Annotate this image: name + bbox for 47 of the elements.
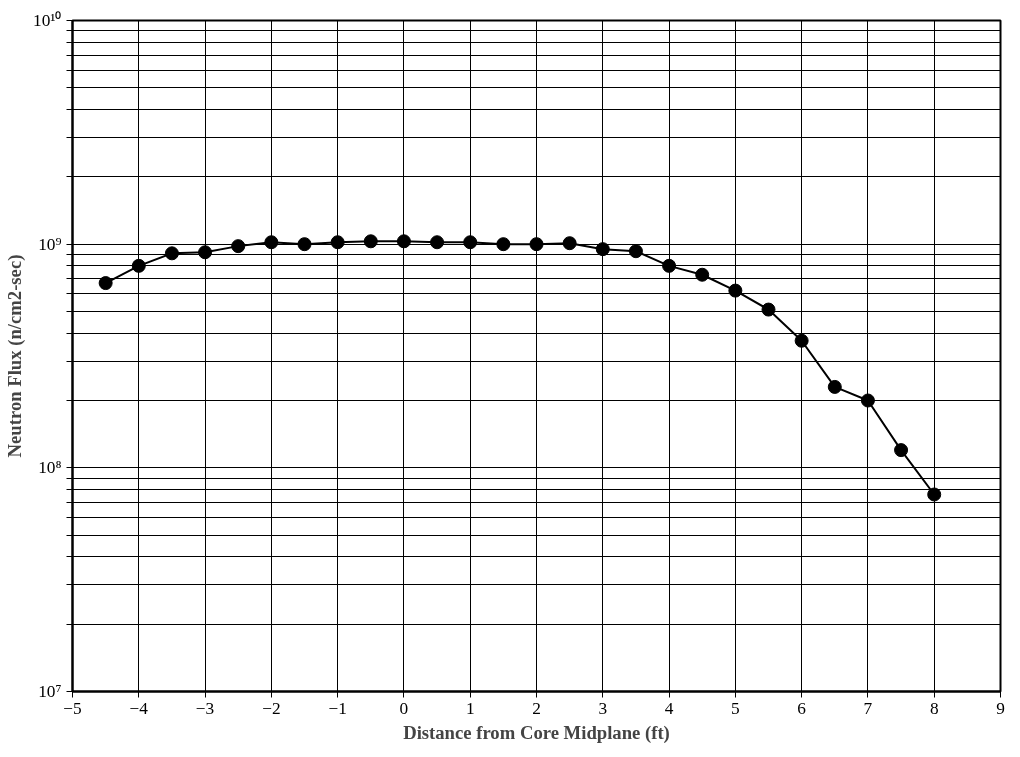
point bbox=[894, 443, 909, 458]
y-tick-label: 10⁹ bbox=[38, 234, 62, 254]
point bbox=[728, 283, 743, 298]
point bbox=[860, 393, 875, 408]
point bbox=[264, 235, 279, 250]
point bbox=[628, 244, 643, 259]
point bbox=[297, 237, 312, 252]
point bbox=[595, 242, 610, 257]
y-tick-label: 10⁷ bbox=[38, 682, 62, 701]
x-axis-title: Distance from Core Midplane (ft) bbox=[403, 721, 670, 744]
point bbox=[231, 239, 246, 254]
point bbox=[529, 237, 544, 252]
y-tick-label: 10⁸ bbox=[38, 458, 62, 478]
point bbox=[131, 258, 146, 273]
x-tick-label: 4 bbox=[664, 698, 674, 718]
point bbox=[330, 235, 345, 250]
x-tick-label: −1 bbox=[328, 698, 347, 718]
x-tick-label: 2 bbox=[532, 698, 541, 718]
point bbox=[761, 302, 776, 317]
point bbox=[396, 234, 411, 249]
point bbox=[98, 276, 113, 291]
x-tick-label: 3 bbox=[598, 698, 608, 718]
x-tick-label: −4 bbox=[129, 698, 149, 718]
point bbox=[164, 246, 179, 261]
point bbox=[198, 245, 213, 260]
point bbox=[794, 333, 809, 348]
x-tick-label: 8 bbox=[929, 698, 939, 718]
point bbox=[662, 258, 677, 273]
y-tick-label: 10¹⁰ bbox=[32, 11, 62, 30]
y-axis-title: Neutron Flux (n/cm2-sec) bbox=[3, 254, 26, 458]
x-tick-label: 0 bbox=[399, 698, 409, 718]
x-tick-label: −3 bbox=[195, 698, 215, 718]
x-tick-label: 5 bbox=[731, 698, 740, 718]
point bbox=[827, 379, 842, 394]
point bbox=[430, 235, 445, 250]
x-tick-label: −5 bbox=[63, 698, 82, 718]
point bbox=[496, 237, 511, 252]
point bbox=[562, 236, 577, 251]
x-tick-label: 1 bbox=[465, 698, 475, 718]
point bbox=[463, 235, 478, 250]
x-tick-label: −2 bbox=[262, 698, 281, 718]
point bbox=[695, 267, 710, 282]
point bbox=[363, 234, 378, 249]
x-tick-label: 6 bbox=[797, 698, 807, 718]
point bbox=[927, 487, 942, 502]
x-tick-label: 7 bbox=[863, 698, 873, 718]
x-tick-label: 9 bbox=[996, 698, 1005, 718]
